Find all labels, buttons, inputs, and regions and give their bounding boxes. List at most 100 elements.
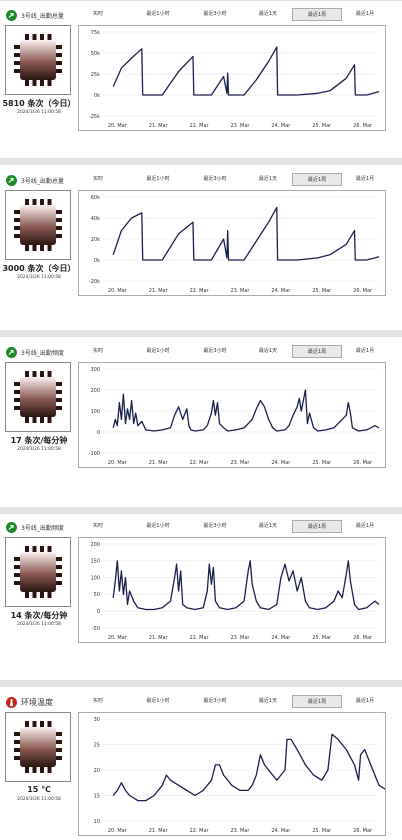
y-tick-label: 75k bbox=[91, 30, 100, 36]
tab-month1[interactable]: 最近1月 bbox=[355, 348, 375, 354]
arrow-icon bbox=[6, 9, 17, 21]
tab-day1[interactable]: 最近1天 bbox=[258, 11, 278, 17]
x-tick-label: 25. Mar bbox=[312, 635, 332, 641]
cpu-chip-icon bbox=[14, 371, 62, 423]
current-value: 3000 条次（今日） bbox=[2, 264, 76, 273]
tab-week1[interactable]: 最近1周 bbox=[292, 520, 342, 533]
tab-week1[interactable]: 最近1周 bbox=[292, 695, 342, 708]
tab-week1[interactable]: 最近1周 bbox=[292, 345, 342, 358]
card-header: 3号线_出勤总量 bbox=[6, 8, 64, 22]
tab-month1[interactable]: 最近1月 bbox=[355, 11, 375, 17]
section-divider bbox=[0, 0, 402, 1]
x-tick-label: 21. Mar bbox=[149, 828, 169, 834]
update-timestamp: 2024/3/26 11:00:58 bbox=[17, 797, 61, 802]
cpu-chip-icon bbox=[14, 721, 62, 773]
x-tick-label: 22. Mar bbox=[190, 460, 210, 466]
x-tick-label: 23. Mar bbox=[230, 828, 250, 834]
x-tick-label: 26. Mar bbox=[353, 635, 373, 641]
series-line bbox=[112, 560, 380, 611]
tab-hour3[interactable]: 最近3小时 bbox=[203, 348, 227, 354]
time-range-tabs: 实时 最近1小时 最近3小时 最近1天 最近1周 最近1月 bbox=[78, 345, 386, 359]
device-image bbox=[5, 537, 71, 607]
x-tick-label: 25. Mar bbox=[312, 828, 332, 834]
tab-month1[interactable]: 最近1月 bbox=[355, 698, 375, 704]
monitor-card: 3号线_出勤总量 3000 条次（今日） 2024/3/26 11:00:58 … bbox=[0, 168, 402, 300]
monitor-card: 3号线_出勤总量 5810 条次（今日） 2024/3/26 11:00:58 … bbox=[0, 3, 402, 135]
update-timestamp: 2024/3/26 11:00:58 bbox=[17, 110, 61, 115]
tab-month1[interactable]: 最近1月 bbox=[355, 176, 375, 182]
chart-svg: 200 150 100 50 0 -50 20. Mar 21. Mar 22. Mar 23. … bbox=[90, 542, 380, 641]
x-tick-label: 21. Mar bbox=[149, 460, 169, 466]
monitor-card: 3号线_出勤频度 17 条次/每分钟 2024/3/26 11:00:58 实时… bbox=[0, 340, 402, 472]
tab-day1[interactable]: 最近1天 bbox=[258, 348, 278, 354]
chart-svg: 75k 50k 25k 0k -25k 20. Mar 21. Mar 22. Mar 23. … bbox=[89, 30, 380, 129]
chart-svg: 30 25 20 15 10 20. Mar 21. Mar 22. Mar 23. Mar 24… bbox=[94, 717, 385, 834]
tab-hour3[interactable]: 最近3小时 bbox=[203, 176, 227, 182]
x-tick-label: 23. Mar bbox=[230, 123, 250, 129]
y-tick-label: 10 bbox=[94, 819, 100, 825]
tab-hour3[interactable]: 最近3小时 bbox=[203, 523, 227, 529]
tab-hour1[interactable]: 最近1小时 bbox=[146, 348, 170, 354]
time-range-tabs: 实时 最近1小时 最近3小时 最近1天 最近1周 最近1月 bbox=[78, 173, 386, 187]
tab-hour1[interactable]: 最近1小时 bbox=[146, 176, 170, 182]
chart-svg: 60k 40k 20k 0k -20k 20. Mar 21. Mar 22. Mar 23. … bbox=[89, 195, 380, 294]
y-tick-label: 200 bbox=[90, 542, 100, 548]
arrow-icon bbox=[6, 346, 17, 358]
series-line bbox=[112, 206, 380, 261]
tab-realtime[interactable]: 实时 bbox=[92, 176, 103, 182]
x-tick-label: 21. Mar bbox=[149, 635, 169, 641]
card-header: 3号线_出勤总量 bbox=[6, 173, 64, 187]
series-line bbox=[112, 733, 385, 802]
tab-hour1[interactable]: 最近1小时 bbox=[146, 11, 170, 17]
tab-realtime[interactable]: 实时 bbox=[92, 11, 103, 17]
card-header: 环境温度 bbox=[6, 695, 53, 709]
y-tick-label: 0 bbox=[97, 609, 100, 615]
trend-chart: 75k 50k 25k 0k -25k 20. Mar 21. Mar 22. Mar 23. … bbox=[78, 25, 386, 131]
y-tick-label: 50 bbox=[94, 592, 100, 598]
tab-week1[interactable]: 最近1周 bbox=[292, 8, 342, 21]
tab-realtime[interactable]: 实时 bbox=[92, 523, 103, 529]
tab-realtime[interactable]: 实时 bbox=[92, 348, 103, 354]
y-tick-label: 0 bbox=[97, 430, 100, 436]
x-tick-label: 26. Mar bbox=[353, 288, 373, 294]
tab-hour1[interactable]: 最近1小时 bbox=[146, 698, 170, 704]
tab-hour3[interactable]: 最近3小时 bbox=[203, 698, 227, 704]
tab-realtime[interactable]: 实时 bbox=[92, 698, 103, 704]
x-tick-label: 24. Mar bbox=[271, 123, 291, 129]
x-tick-label: 24. Mar bbox=[271, 635, 291, 641]
tab-day1[interactable]: 最近1天 bbox=[258, 523, 278, 529]
series-line bbox=[112, 46, 380, 96]
x-tick-label: 23. Mar bbox=[230, 460, 250, 466]
y-tick-label: -100 bbox=[89, 451, 100, 457]
x-tick-label: 21. Mar bbox=[149, 123, 169, 129]
chart-svg: 300 200 100 0 -100 20. Mar 21. Mar 22. Mar 23. M… bbox=[89, 367, 380, 466]
y-tick-label: 200 bbox=[90, 388, 100, 394]
y-tick-label: 25k bbox=[91, 72, 100, 78]
tab-day1[interactable]: 最近1天 bbox=[258, 176, 278, 182]
tab-hour1[interactable]: 最近1小时 bbox=[146, 523, 170, 529]
trend-chart: 300 200 100 0 -100 20. Mar 21. Mar 22. Mar 23. M… bbox=[78, 362, 386, 468]
x-tick-label: 21. Mar bbox=[149, 288, 169, 294]
y-tick-label: 0k bbox=[94, 258, 100, 264]
section-divider bbox=[0, 680, 402, 687]
x-tick-label: 24. Mar bbox=[271, 288, 291, 294]
y-tick-label: 20k bbox=[91, 237, 100, 243]
y-tick-label: 60k bbox=[91, 195, 100, 201]
tab-week1[interactable]: 最近1周 bbox=[292, 173, 342, 186]
card-title: 环境温度 bbox=[21, 697, 53, 707]
time-range-tabs: 实时 最近1小时 最近3小时 最近1天 最近1周 最近1月 bbox=[78, 520, 386, 534]
time-range-tabs: 实时 最近1小时 最近3小时 最近1天 最近1周 最近1月 bbox=[78, 695, 386, 709]
card-title: 3号线_出勤总量 bbox=[21, 177, 64, 185]
x-tick-label: 22. Mar bbox=[190, 635, 210, 641]
cpu-chip-icon bbox=[14, 546, 62, 598]
x-tick-label: 20. Mar bbox=[108, 460, 128, 466]
y-tick-label: 50k bbox=[91, 51, 100, 57]
current-value: 5810 条次（今日） bbox=[2, 99, 76, 108]
update-timestamp: 2024/3/26 11:00:58 bbox=[17, 275, 61, 280]
tab-day1[interactable]: 最近1天 bbox=[258, 698, 278, 704]
y-tick-label: 100 bbox=[90, 409, 100, 415]
x-tick-label: 25. Mar bbox=[312, 123, 332, 129]
tab-month1[interactable]: 最近1月 bbox=[355, 523, 375, 529]
tab-hour3[interactable]: 最近3小时 bbox=[203, 11, 227, 17]
x-tick-label: 20. Mar bbox=[108, 635, 128, 641]
